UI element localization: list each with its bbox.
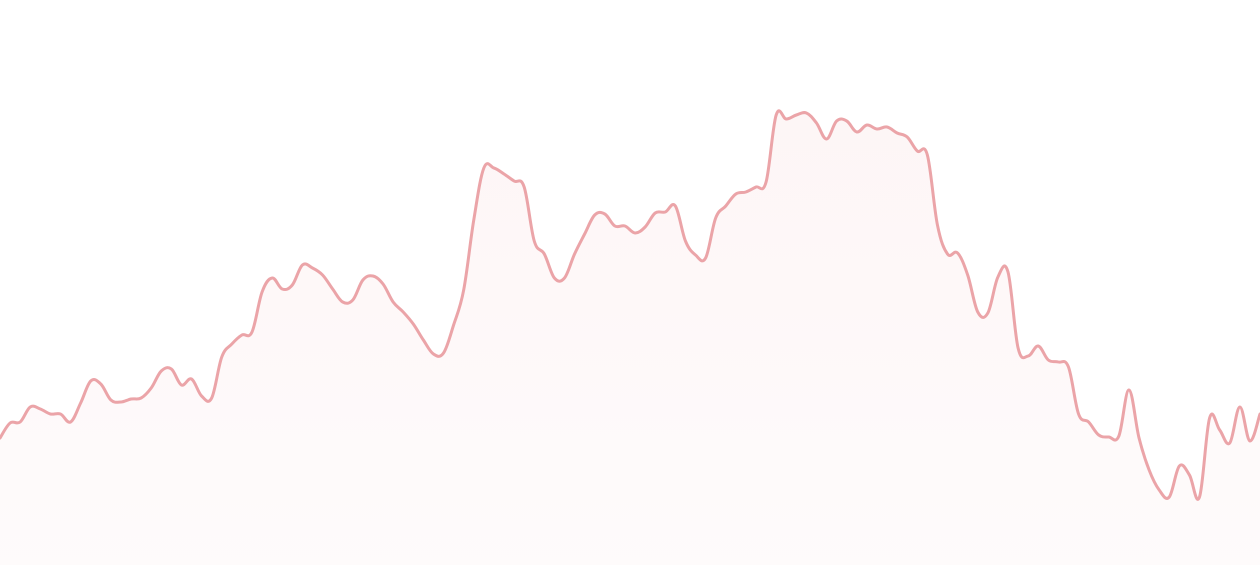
series-line <box>0 109 1260 501</box>
series-area-fill <box>0 110 1260 565</box>
series-layer <box>0 109 1260 565</box>
